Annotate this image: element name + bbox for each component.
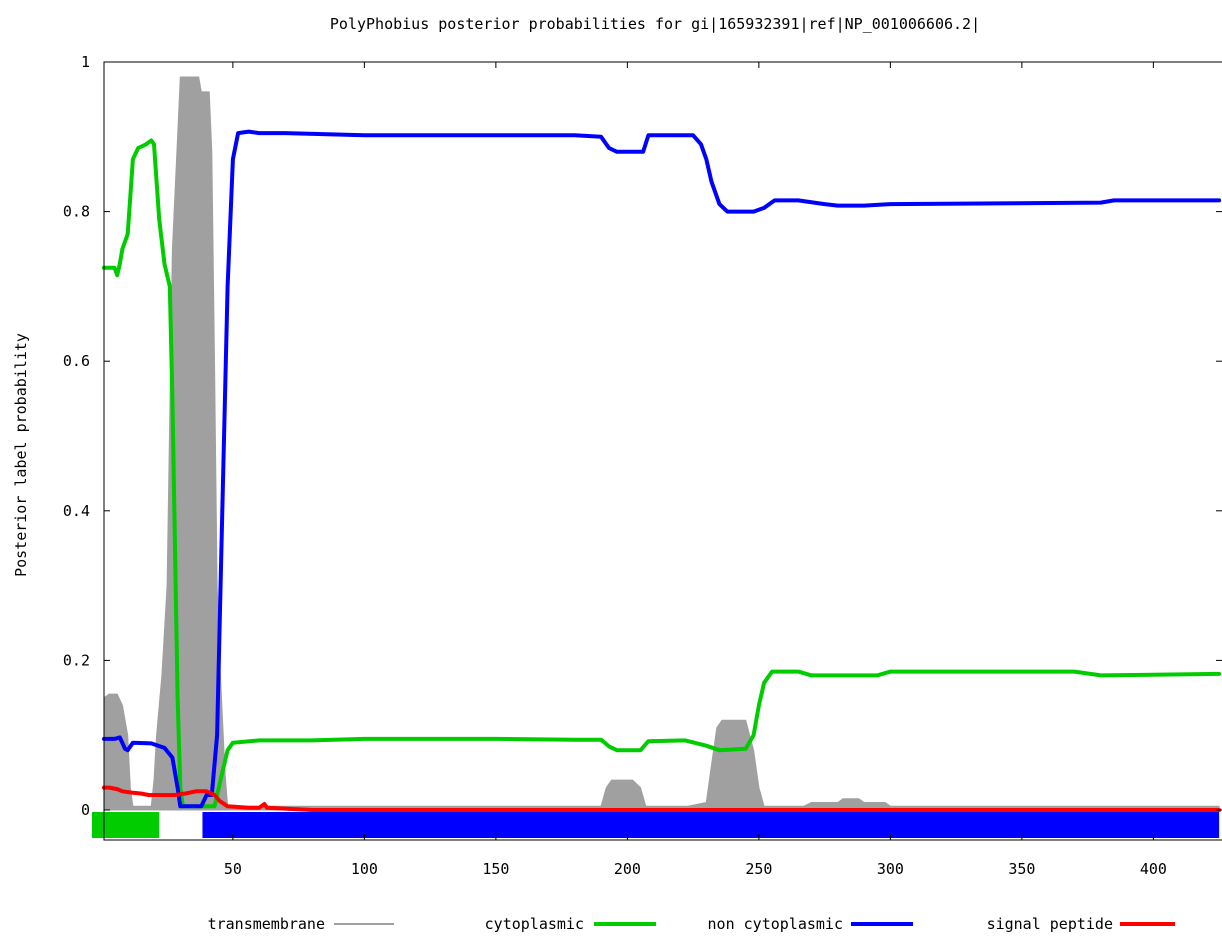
cytoplasmic-band (92, 812, 160, 838)
y-tick-label: 0.4 (63, 502, 90, 520)
x-tick-label: 200 (614, 860, 641, 878)
x-tick-label: 400 (1140, 860, 1167, 878)
non-cytoplasmic-line (102, 129, 1222, 809)
y-tick-label: 0.8 (63, 203, 90, 221)
y-axis-label: Posterior label probability (12, 333, 30, 577)
plot-frame (103, 61, 1222, 841)
non-cytoplasmic-band (202, 812, 1220, 838)
legend-label-transmembrane: transmembrane (208, 915, 325, 933)
y-tick-label: 1 (81, 53, 90, 71)
legend-label-cytoplasmic: cytoplasmic (485, 915, 584, 933)
y-tick-label: 0.6 (63, 352, 90, 370)
plot-area (102, 76, 1222, 812)
x-tick-label: 250 (745, 860, 772, 878)
x-tick-label: 150 (482, 860, 509, 878)
y-tick-label: 0.2 (63, 651, 90, 669)
signal-peptide-line (102, 785, 1222, 812)
x-tick-label: 300 (877, 860, 904, 878)
transmembrane-area (103, 76, 1220, 811)
axis-ticks: 50 100 150 200 250 300 350 400 0 0.2 0.4 0.6 0.8 1 (63, 53, 1222, 878)
x-tick-label: 100 (351, 860, 378, 878)
chart-title: PolyPhobius posterior probabilities for … (330, 15, 980, 33)
legend-label-non-cytoplasmic: non cytoplasmic (708, 915, 843, 933)
y-tick-label: 0 (81, 801, 90, 819)
x-tick-label: 350 (1008, 860, 1035, 878)
membrane-topology-bands (92, 812, 1220, 838)
cytoplasmic-line (102, 138, 1222, 809)
legend-label-signal-peptide: signal peptide (987, 915, 1113, 933)
legend: transmembrane cytoplasmic non cytoplasmic s… (208, 915, 1175, 933)
x-tick-label: 50 (224, 860, 242, 878)
